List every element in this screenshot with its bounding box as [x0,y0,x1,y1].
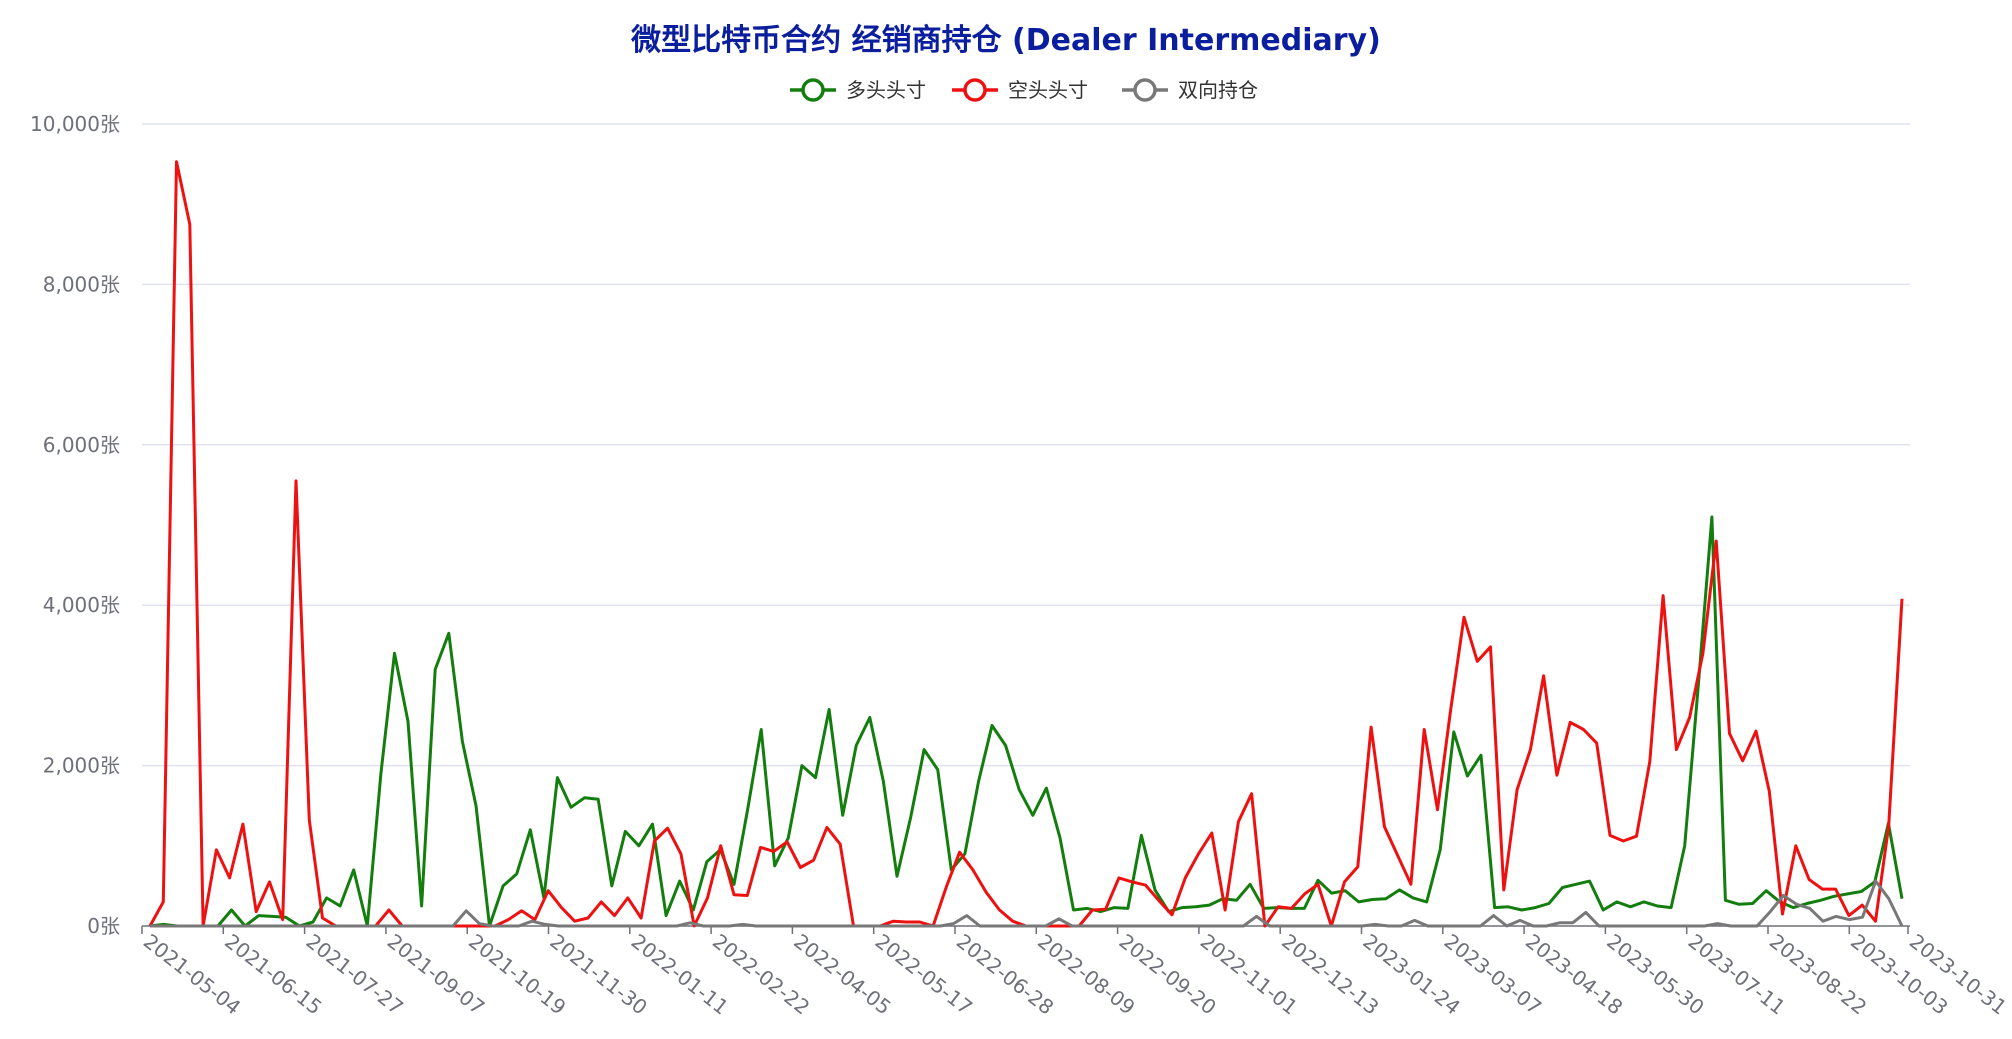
y-tick-label: 4,000张 [43,593,120,617]
y-tick-label: 2,000张 [43,754,120,778]
y-tick-label: 8,000张 [43,272,120,296]
y-tick-label: 6,000张 [43,433,120,457]
legend-label: 多头头寸 [846,78,926,102]
legend-marker-icon [963,78,987,102]
y-tick-label: 0张 [87,914,120,938]
series-line-2[interactable] [150,879,1904,928]
legend-marker-icon [801,78,825,102]
series-line-0[interactable] [149,515,1904,928]
y-axis: 0张 2,000张 4,000张 6,000张 8,000张 10,000张 [30,112,120,938]
x-axis: 2021-05-042021-06-152021-07-272021-09-07… [139,925,2011,1020]
legend-label: 空头头寸 [1008,78,1088,102]
legend-label: 双向持仓 [1178,78,1258,102]
y-tick-label: 10,000张 [30,112,120,136]
legend-item-1[interactable]: 空头头寸 [952,78,1088,102]
series-layer [148,160,1904,928]
legend-item-0[interactable]: 多头头寸 [790,78,926,102]
legend-item-2[interactable]: 双向持仓 [1122,78,1258,102]
chart-title: 微型比特币合约 经销商持仓 (Dealer Intermediary) [630,23,1381,58]
legend: 多头头寸 空头头寸 双向持仓 [790,78,1258,102]
series-line-1[interactable] [148,160,1904,928]
grid [142,123,1910,767]
legend-marker-icon [1133,78,1157,102]
